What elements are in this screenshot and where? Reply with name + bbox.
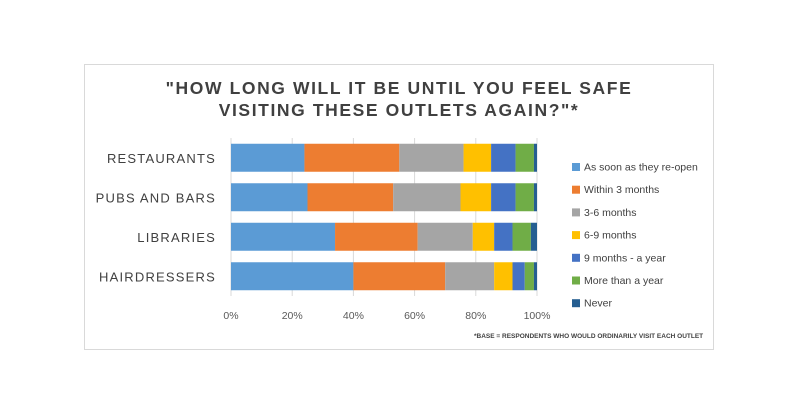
category-label: RESTAURANTS — [107, 151, 216, 166]
bar-segment — [307, 183, 394, 212]
x-tick-label: 0% — [223, 310, 238, 322]
bar-segment — [491, 143, 516, 172]
bar-segment — [304, 143, 400, 172]
bar-segment — [231, 143, 305, 172]
legend-label: More than a year — [584, 275, 664, 287]
legend-label: 6-9 months — [584, 230, 637, 242]
bar-segment — [417, 222, 473, 251]
bar-segment — [231, 262, 354, 291]
category-label: PUBS AND BARS — [96, 190, 216, 205]
x-tick-label: 60% — [404, 310, 425, 322]
legend-swatch — [572, 163, 580, 171]
bar-segment — [231, 222, 336, 251]
category-label: HAIRDRESSERS — [99, 269, 216, 284]
legend-swatch — [572, 208, 580, 217]
bar-segment — [524, 262, 534, 291]
legend-label: 9 months - a year — [584, 252, 666, 264]
bar-segment — [460, 183, 492, 212]
legend-label: Never — [584, 298, 613, 310]
bar-segment — [512, 262, 525, 291]
legend-swatch — [572, 253, 580, 262]
bar-segment — [512, 222, 531, 251]
x-tick-label: 20% — [282, 310, 303, 322]
legend-swatch — [572, 299, 580, 308]
bar-segment — [515, 143, 534, 172]
bar-segment — [533, 143, 537, 172]
x-tick-label: 80% — [465, 310, 486, 322]
bar-segment — [515, 183, 534, 212]
bar-segment — [530, 222, 537, 251]
legend-label: Within 3 months — [584, 184, 659, 196]
bars — [231, 143, 537, 291]
bar-segment — [494, 222, 513, 251]
legend-swatch — [572, 231, 580, 240]
bar-segment — [353, 262, 446, 291]
x-tick-labels: 0% 20% 40% 60% 80% 100% — [223, 310, 550, 322]
category-label: LIBRARIES — [137, 230, 216, 245]
legend-swatch — [572, 185, 580, 194]
x-tick-label: 40% — [343, 310, 364, 322]
bar-segment — [445, 262, 495, 291]
legend: As soon as they re-open Within 3 months 3-… — [572, 162, 698, 310]
x-tick-label: 100% — [524, 310, 551, 322]
chart-title-line-1: "HOW LONG WILL IT BE UNTIL YOU FEEL SAFE — [165, 78, 633, 98]
legend-label: 3-6 months — [584, 207, 637, 219]
bar-segment — [472, 222, 495, 251]
bar-segment — [231, 183, 308, 212]
bar-segment — [491, 183, 516, 212]
bar-segment — [494, 262, 513, 291]
footnote: *BASE = RESPONDENTS WHO WOULD ORDINARILY… — [474, 333, 703, 340]
bar-segment — [533, 183, 537, 212]
bar-segment — [335, 222, 418, 251]
bar-segment — [463, 143, 492, 172]
chart-title-line-2: VISITING THESE OUTLETS AGAIN?"* — [218, 100, 580, 120]
category-labels: RESTAURANTS PUBS AND BARS LIBRARIES HAIRDRE… — [96, 151, 216, 285]
legend-label: As soon as they re-open — [584, 162, 698, 174]
legend-swatch — [572, 276, 580, 285]
bar-segment — [399, 143, 464, 172]
bar-segment — [393, 183, 461, 212]
bar-segment — [533, 262, 537, 291]
